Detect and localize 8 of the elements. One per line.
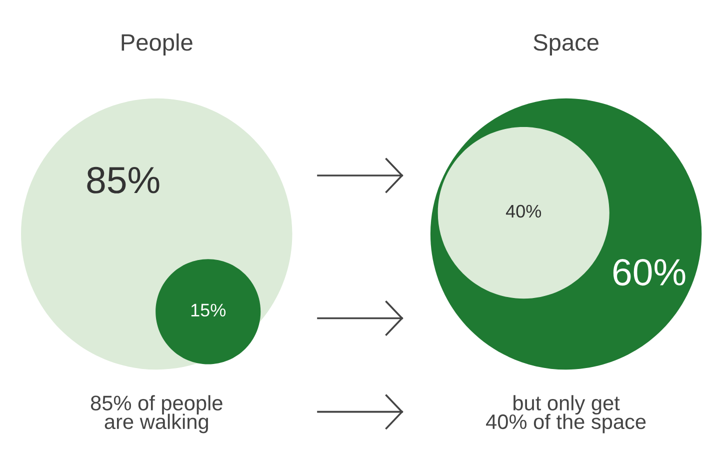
data-label: 40% [506, 204, 542, 218]
text: Space [534, 34, 598, 56]
text: 85% of people are walking [90, 395, 222, 434]
text: but only get 40% of the space [486, 395, 646, 434]
text: People [122, 33, 192, 56]
data-label: 15% [191, 304, 226, 317]
data-label: 85% [87, 166, 160, 194]
data-label: 60% [613, 259, 686, 286]
